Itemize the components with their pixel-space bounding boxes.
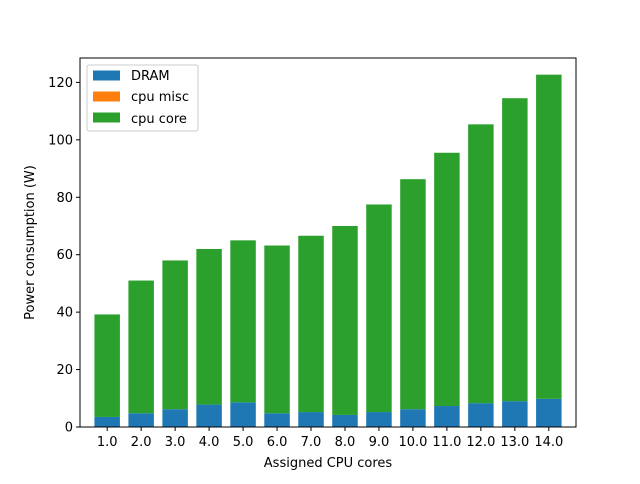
bar-cpu-core-11 bbox=[434, 152, 460, 407]
x-ticks: 1.0 2.0 3.0 4.0 5.0 6.0 7.0 8.0 9.0 10.0 11.0 12.0 1… bbox=[97, 427, 563, 450]
bar-cpu-core-1 bbox=[94, 314, 120, 417]
y-tick-label: 100 bbox=[48, 133, 73, 148]
y-ticks: 0 20 40 60 80 100 120 bbox=[48, 76, 80, 436]
bar-dram-2 bbox=[128, 413, 154, 427]
bar-cpu-core-4 bbox=[196, 248, 222, 405]
legend-swatch-cpu-misc bbox=[93, 91, 120, 102]
legend-swatch-dram bbox=[93, 70, 120, 81]
y-tick-label: 80 bbox=[56, 191, 73, 206]
bar-dram-13 bbox=[502, 401, 528, 427]
bar-dram-1 bbox=[94, 416, 120, 427]
legend-label-cpu-misc: cpu misc bbox=[131, 90, 189, 105]
bar-dram-3 bbox=[162, 409, 188, 427]
x-tick-label: 11.0 bbox=[432, 435, 461, 450]
y-axis-label: Power consumption (W) bbox=[23, 165, 38, 320]
legend-label-dram: DRAM bbox=[131, 69, 170, 84]
x-tick-label: 6.0 bbox=[267, 435, 288, 450]
x-tick-label: 2.0 bbox=[131, 435, 152, 450]
axes-layer bbox=[79, 57, 577, 428]
legend-swatch-cpu-core bbox=[93, 112, 120, 123]
bar-dram-4 bbox=[196, 404, 222, 427]
bar-dram-8 bbox=[332, 414, 358, 427]
bar-cpu-core-6 bbox=[264, 245, 290, 414]
legend: DRAM cpu misc cpu core bbox=[86, 64, 199, 132]
bar-cpu-core-3 bbox=[162, 260, 188, 410]
bar-dram-9 bbox=[366, 412, 392, 427]
bar-dram-10 bbox=[400, 409, 426, 427]
bar-dram-6 bbox=[264, 413, 290, 427]
x-axis-label: Assigned CPU cores bbox=[264, 456, 393, 471]
bar-dram-5 bbox=[230, 402, 256, 427]
x-tick-label: 8.0 bbox=[335, 435, 356, 450]
bars-layer bbox=[94, 74, 562, 427]
bar-cpu-core-5 bbox=[230, 240, 256, 403]
x-tick-label: 13.0 bbox=[500, 435, 529, 450]
x-tick-label: 10.0 bbox=[398, 435, 427, 450]
bar-cpu-core-12 bbox=[468, 124, 494, 404]
plot-frame bbox=[79, 57, 577, 428]
x-tick-label: 1.0 bbox=[97, 435, 118, 450]
bar-cpu-core-8 bbox=[332, 225, 358, 415]
x-tick-label: 12.0 bbox=[466, 435, 495, 450]
bar-cpu-core-13 bbox=[502, 98, 528, 402]
bar-cpu-core-10 bbox=[400, 179, 426, 410]
bar-cpu-core-14 bbox=[536, 74, 562, 399]
bar-dram-7 bbox=[298, 412, 324, 427]
bar-cpu-core-2 bbox=[128, 280, 154, 414]
x-tick-label: 9.0 bbox=[369, 435, 390, 450]
x-tick-label: 14.0 bbox=[534, 435, 563, 450]
bar-dram-14 bbox=[536, 398, 562, 427]
bar-dram-11 bbox=[434, 406, 460, 427]
y-tick-label: 0 bbox=[65, 421, 73, 436]
y-tick-label: 20 bbox=[56, 363, 73, 378]
x-tick-label: 3.0 bbox=[165, 435, 186, 450]
legend-label-cpu-core: cpu core bbox=[131, 112, 187, 127]
bar-dram-12 bbox=[468, 403, 494, 427]
x-tick-label: 5.0 bbox=[233, 435, 254, 450]
y-tick-label: 120 bbox=[48, 76, 73, 91]
y-tick-label: 40 bbox=[56, 306, 73, 321]
x-tick-label: 4.0 bbox=[199, 435, 220, 450]
bar-cpu-core-7 bbox=[298, 235, 324, 413]
bar-cpu-core-9 bbox=[366, 204, 392, 413]
x-tick-label: 7.0 bbox=[301, 435, 322, 450]
y-tick-label: 60 bbox=[56, 248, 73, 263]
